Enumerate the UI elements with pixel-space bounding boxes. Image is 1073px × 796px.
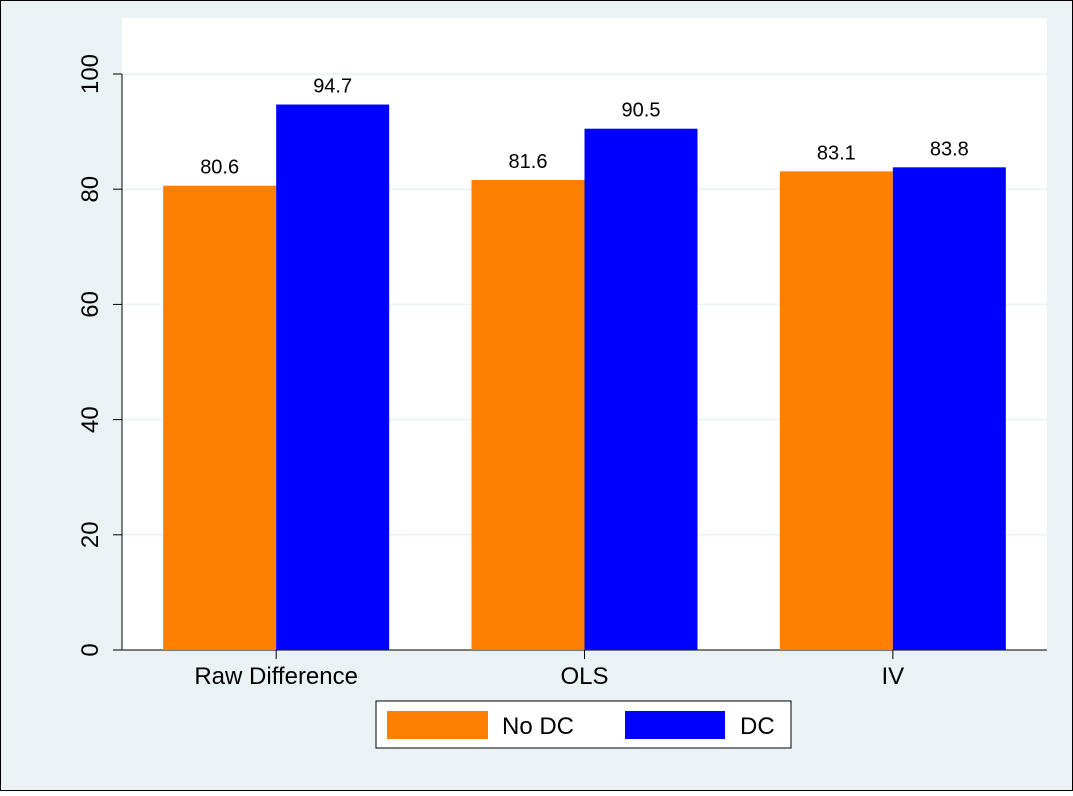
legend: No DC DC [375,700,792,749]
legend-swatch-no-dc [387,711,488,739]
bar-value-label: 80.6 [200,157,239,179]
x-axis-labels: Raw Difference OLS IV [194,650,904,690]
y-tick-label: 60 [77,291,104,318]
y-tick-label: 80 [77,176,104,203]
bar-dc-2 [892,167,1006,650]
y-tick-label: 0 [77,643,104,656]
bar-value-label: 83.1 [817,142,856,164]
x-tick-label: IV [881,663,904,690]
legend-label-no-dc: No DC [502,713,574,740]
x-tick-label: Raw Difference [194,663,358,690]
bar-dc-0 [276,104,390,650]
bar-no-dc-1 [471,179,585,650]
legend-label-dc: DC [740,713,775,740]
y-tick-label: 20 [77,521,104,548]
y-axis-ticks: 0 20 40 60 80 100 [77,54,122,657]
bars: 80.6 94.7 81.6 90.5 83.1 83.8 [163,76,1006,651]
legend-swatch-dc [625,711,725,739]
y-tick-label: 100 [77,54,104,94]
x-tick-label: OLS [560,663,608,690]
bar-value-label: 83.8 [930,138,969,160]
bar-no-dc-0 [163,185,277,650]
bar-no-dc-2 [779,171,893,650]
bar-dc-1 [584,128,698,651]
bar-value-label: 81.6 [509,151,548,173]
y-tick-label: 40 [77,406,104,433]
bar-value-label: 94.7 [313,76,352,98]
bar-value-label: 90.5 [622,100,661,122]
